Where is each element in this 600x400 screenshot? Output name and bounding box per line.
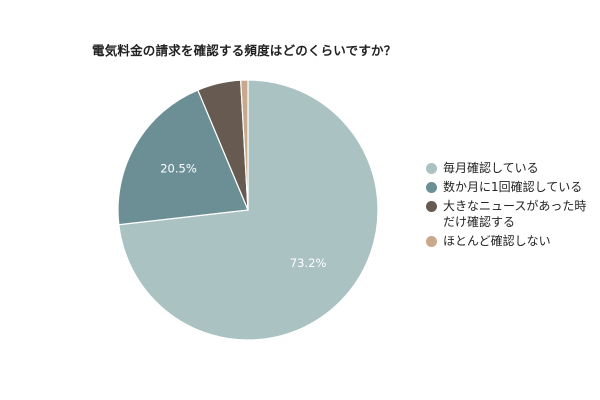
chart-legend: 毎月確認している数か月に1回確認している大きなニュースがあった時 だけ確認するほ… [426,160,600,252]
pie-slice-4 [240,79,249,211]
legend-label-3: 大きなニュースがあった時 だけ確認する [443,199,587,229]
legend-swatch-2 [426,182,437,193]
pie-slice-1-data-label: 73.2% [290,256,327,270]
legend-swatch-3 [426,201,437,212]
legend-label-4: ほとんど確認しない [443,234,551,248]
legend-swatch-4 [426,236,437,247]
legend-item-4: ほとんど確認しない [426,233,600,249]
pie-slice-2 [117,89,249,226]
legend-item-2: 数か月に1回確認している [426,179,600,195]
legend-swatch-1 [426,163,437,174]
legend-label-1: 毎月確認している [443,161,539,175]
legend-item-3: 大きなニュースがあった時 だけ確認する [426,198,600,230]
chart-title: 電気料金の請求を確認する頻度はどのくらいですか？ [92,43,397,58]
pie-slice-2-data-label: 20.5% [160,162,197,176]
legend-item-1: 毎月確認している [426,160,600,176]
legend-label-2: 数か月に1回確認している [443,180,583,194]
